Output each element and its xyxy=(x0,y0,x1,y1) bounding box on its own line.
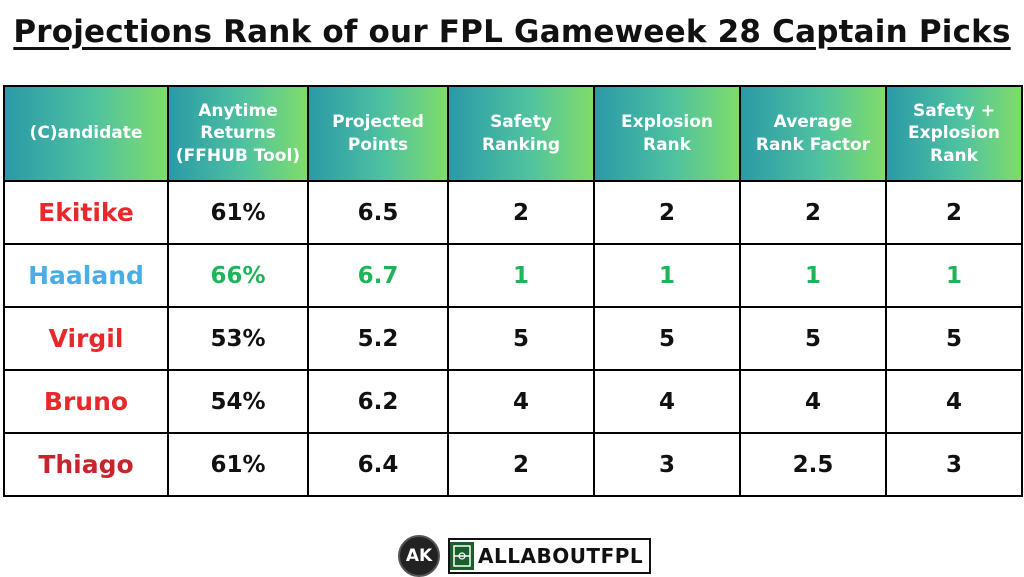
anytime-returns-cell: 61% xyxy=(167,180,309,245)
table-row: Thiago 61% 6.4 2 3 2.5 3 xyxy=(3,432,1023,497)
safety-explosion-rank-cell: 5 xyxy=(885,306,1023,371)
header-average-rank-factor: Average Rank Factor xyxy=(739,85,887,182)
safety-explosion-rank-cell: 4 xyxy=(885,369,1023,434)
explosion-rank-cell: 1 xyxy=(593,243,741,308)
explosion-rank-cell: 4 xyxy=(593,369,741,434)
header-projected-points: Projected Points xyxy=(307,85,449,182)
header-row: (C)andidate Anytime Returns (FFHUB Tool) P… xyxy=(3,85,1023,182)
football-pitch-icon xyxy=(450,542,474,570)
average-rank-factor-cell: 1 xyxy=(739,243,887,308)
average-rank-factor-cell: 2.5 xyxy=(739,432,887,497)
header-anytime-returns: Anytime Returns (FFHUB Tool) xyxy=(167,85,309,182)
table-row: Virgil 53% 5.2 5 5 5 5 xyxy=(3,306,1023,371)
ak-logo: AK xyxy=(398,535,440,577)
allaboutfpl-logo: ALLABOUTFPL xyxy=(448,538,652,574)
footer-branding: AK ALLABOUTFPL xyxy=(398,535,652,577)
header-safety-explosion-rank: Safety + Explosion Rank xyxy=(885,85,1023,182)
header-safety-ranking: Safety Ranking xyxy=(447,85,595,182)
player-name: Virgil xyxy=(3,306,169,371)
projected-points-cell: 6.2 xyxy=(307,369,449,434)
page-title: Projections Rank of our FPL Gameweek 28 … xyxy=(13,14,1011,50)
safety-explosion-rank-cell: 2 xyxy=(885,180,1023,245)
safety-explosion-rank-cell: 1 xyxy=(885,243,1023,308)
average-rank-factor-cell: 5 xyxy=(739,306,887,371)
header-explosion-rank: Explosion Rank xyxy=(593,85,741,182)
anytime-returns-cell: 54% xyxy=(167,369,309,434)
explosion-rank-cell: 3 xyxy=(593,432,741,497)
player-name: Haaland xyxy=(3,243,169,308)
player-name: Bruno xyxy=(3,369,169,434)
explosion-rank-cell: 2 xyxy=(593,180,741,245)
captain-picks-table: (C)andidate Anytime Returns (FFHUB Tool) P… xyxy=(3,85,1023,497)
player-name: Ekitike xyxy=(3,180,169,245)
safety-ranking-cell: 4 xyxy=(447,369,595,434)
projected-points-cell: 6.4 xyxy=(307,432,449,497)
safety-explosion-rank-cell: 3 xyxy=(885,432,1023,497)
safety-ranking-cell: 1 xyxy=(447,243,595,308)
table-row: Bruno 54% 6.2 4 4 4 4 xyxy=(3,369,1023,434)
safety-ranking-cell: 2 xyxy=(447,180,595,245)
projected-points-cell: 6.7 xyxy=(307,243,449,308)
anytime-returns-cell: 61% xyxy=(167,432,309,497)
table-row: Ekitike 61% 6.5 2 2 2 2 xyxy=(3,180,1023,245)
safety-ranking-cell: 5 xyxy=(447,306,595,371)
average-rank-factor-cell: 4 xyxy=(739,369,887,434)
projected-points-cell: 5.2 xyxy=(307,306,449,371)
anytime-returns-cell: 66% xyxy=(167,243,309,308)
explosion-rank-cell: 5 xyxy=(593,306,741,371)
brand-name: ALLABOUTFPL xyxy=(478,544,644,568)
average-rank-factor-cell: 2 xyxy=(739,180,887,245)
projected-points-cell: 6.5 xyxy=(307,180,449,245)
player-name: Thiago xyxy=(3,432,169,497)
table-row: Haaland 66% 6.7 1 1 1 1 xyxy=(3,243,1023,308)
header-candidate: (C)andidate xyxy=(3,85,169,182)
safety-ranking-cell: 2 xyxy=(447,432,595,497)
anytime-returns-cell: 53% xyxy=(167,306,309,371)
